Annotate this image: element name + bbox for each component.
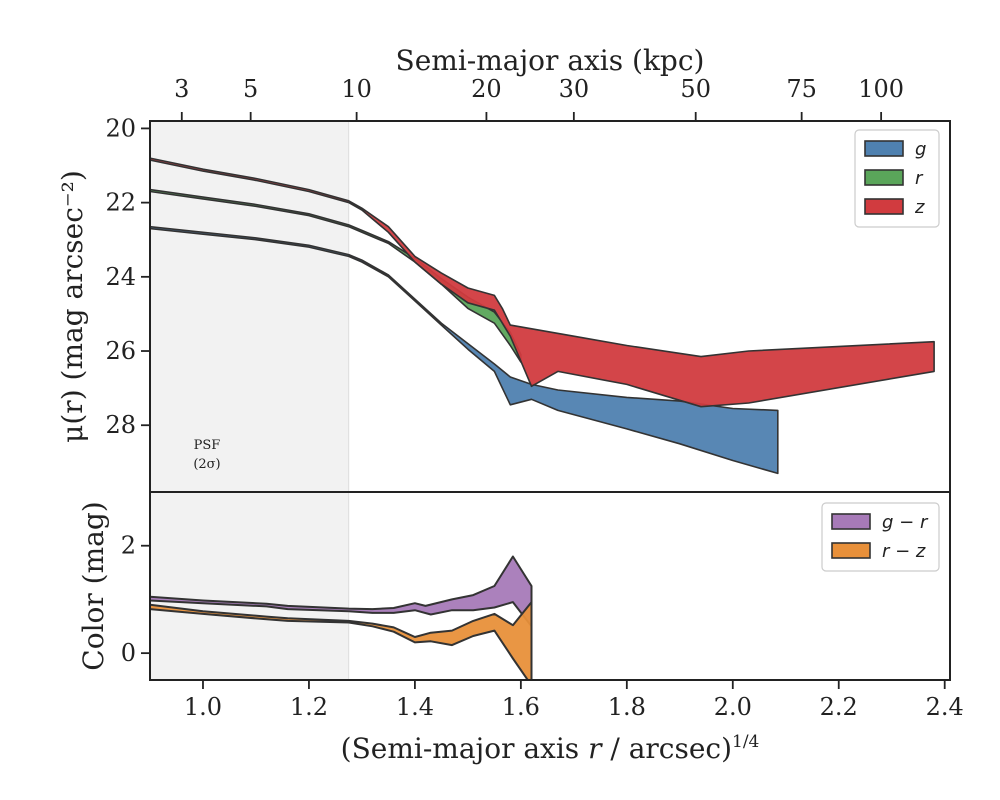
top-secondary-x-ticks: 3 5 10 20 30 50 75 100 — [174, 75, 904, 121]
kpc-tick-label: 75 — [786, 75, 817, 103]
x-tick-label: 2.4 — [926, 693, 964, 721]
kpc-tick-label: 3 — [174, 75, 189, 103]
top-legend-label: r — [915, 168, 924, 189]
kpc-tick-label: 100 — [858, 75, 904, 103]
x-tick-label: 1.4 — [396, 693, 434, 721]
psf-label-line2: (2σ) — [193, 457, 220, 472]
y-tick-label: 24 — [105, 263, 136, 291]
psf-region-bottom — [150, 492, 349, 680]
bottom-x-axis-title: (Semi-major axis r / arcsec)1/4 — [341, 732, 760, 765]
bottom-y-ticks: 02 — [121, 532, 150, 667]
top-y-ticks: 20 22 24 26 28 — [105, 114, 150, 439]
color-bands — [150, 555, 533, 680]
top-legend-swatch — [864, 169, 904, 186]
kpc-tick-label: 30 — [559, 75, 590, 103]
bottom-legend: g − r r − z — [821, 502, 940, 572]
x-tick-label: 1.2 — [290, 693, 328, 721]
y-tick-label: 26 — [105, 337, 136, 365]
top-x-axis-title: Semi-major axis (kpc) — [396, 44, 705, 77]
top-legend-label: g — [915, 139, 926, 160]
x-tick-label: 2.2 — [820, 693, 858, 721]
x-tick-label: 1.0 — [184, 693, 222, 721]
y-tick-label: 28 — [105, 411, 136, 439]
x-tick-label: 2.0 — [714, 693, 752, 721]
band-color-1 — [150, 601, 533, 680]
top-legend-swatch — [864, 140, 904, 157]
color-y-tick-label: 0 — [121, 639, 136, 667]
x-tick-label: 1.8 — [608, 693, 646, 721]
kpc-tick-label: 5 — [243, 75, 258, 103]
top-legend: grz — [854, 129, 940, 228]
psf-region-top — [150, 121, 349, 492]
kpc-tick-label: 10 — [341, 75, 372, 103]
bottom-panel-frame — [149, 491, 951, 681]
psf-label-line1: PSF — [194, 438, 221, 453]
bottom-legend-label: r − z — [882, 541, 926, 562]
bottom-legend-swatch — [831, 542, 871, 559]
bottom-y-axis-title: Color (mag) — [77, 501, 110, 670]
y-tick-label: 20 — [105, 114, 136, 142]
kpc-tick-label: 50 — [680, 75, 711, 103]
bottom-x-ticks: 1.0 1.2 1.4 1.6 1.8 2.0 2.2 2.4 — [184, 680, 964, 721]
top-legend-label: z — [914, 197, 925, 218]
top-y-axis-title: μ(r) (mag arcsec⁻²) — [56, 170, 89, 443]
surface-brightness-bands — [150, 157, 935, 475]
band-z — [150, 157, 935, 408]
y-tick-label: 22 — [105, 189, 136, 217]
x-tick-label: 1.6 — [502, 693, 540, 721]
kpc-tick-label: 20 — [471, 75, 502, 103]
bottom-legend-label: g − r — [882, 512, 929, 533]
band-g — [150, 225, 779, 475]
color-y-tick-label: 2 — [121, 532, 136, 560]
top-legend-swatch — [864, 198, 904, 215]
bottom-legend-swatch — [831, 513, 871, 530]
